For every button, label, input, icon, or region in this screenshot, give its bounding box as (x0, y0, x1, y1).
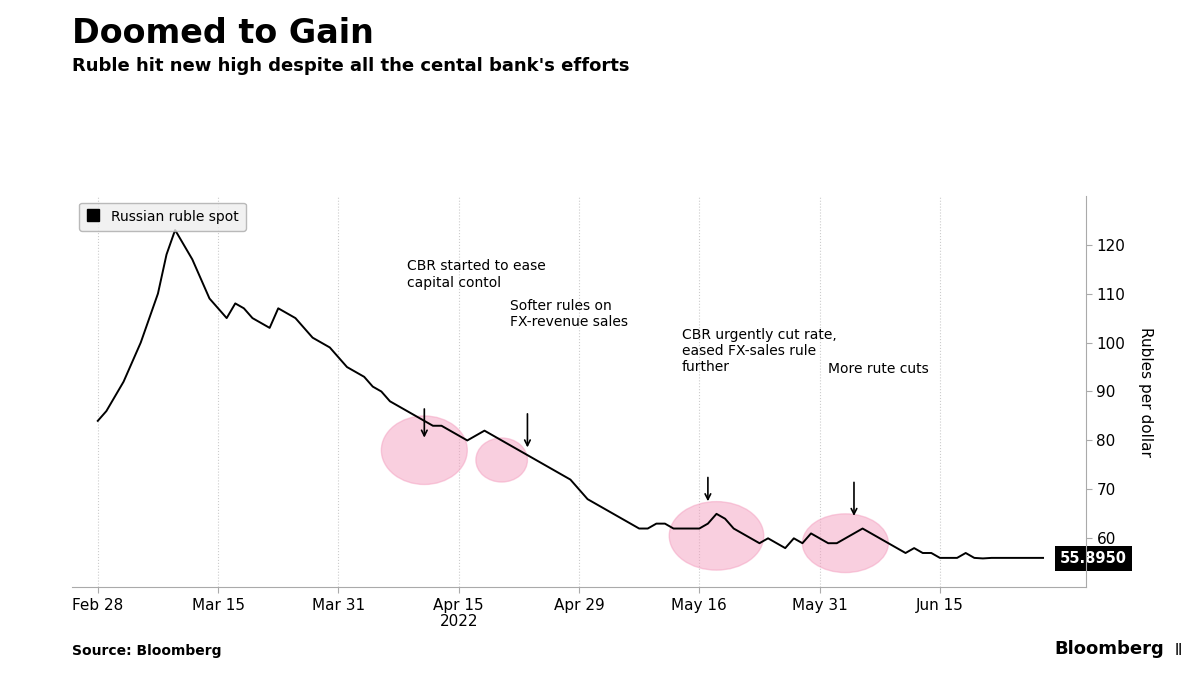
Text: Ⅱ: Ⅱ (1170, 643, 1182, 658)
Text: Bloomberg: Bloomberg (1055, 640, 1164, 658)
Text: Ruble hit new high despite all the cental bank's efforts: Ruble hit new high despite all the centa… (72, 57, 630, 76)
Ellipse shape (476, 438, 528, 482)
Ellipse shape (670, 502, 763, 570)
Text: Source: Bloomberg: Source: Bloomberg (72, 644, 222, 658)
Text: Doomed to Gain: Doomed to Gain (72, 17, 374, 50)
Text: CBR urgently cut rate,
eased FX-sales rule
further: CBR urgently cut rate, eased FX-sales ru… (682, 328, 836, 374)
Text: Softer rules on
FX-revenue sales: Softer rules on FX-revenue sales (510, 298, 629, 329)
Text: 55.8950: 55.8950 (1061, 551, 1127, 566)
Y-axis label: Rubles per dollar: Rubles per dollar (1138, 327, 1153, 456)
Ellipse shape (803, 514, 888, 572)
Text: 2022: 2022 (439, 614, 478, 629)
Text: More rute cuts: More rute cuts (828, 362, 929, 376)
Ellipse shape (382, 416, 467, 485)
Legend: Russian ruble spot: Russian ruble spot (79, 202, 246, 231)
Text: CBR started to ease
capital contol: CBR started to ease capital contol (407, 259, 546, 290)
